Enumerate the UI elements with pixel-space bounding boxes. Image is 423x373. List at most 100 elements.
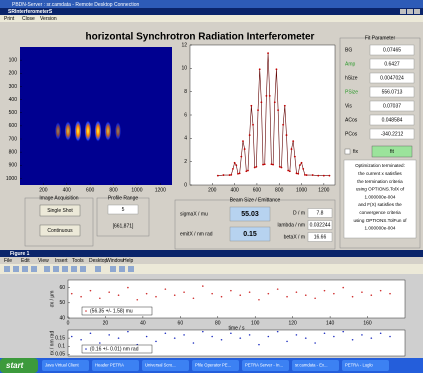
fit-label: PSize	[345, 89, 358, 95]
menu-bar	[0, 15, 423, 22]
profile-point	[232, 168, 234, 170]
button-label: Single Shot	[47, 208, 73, 214]
app-heading: horizontal Synchrotron Radiation Interfe…	[86, 32, 315, 43]
time-point	[202, 331, 204, 333]
time-point	[146, 293, 148, 295]
time-point	[155, 296, 157, 298]
profile-point	[329, 175, 331, 177]
menu-item: Close	[22, 16, 35, 22]
menu-item: Insert	[55, 258, 68, 264]
fit-value: 0.048584	[382, 117, 403, 123]
optics-label: D / m	[293, 210, 305, 216]
x-axis-label: time / s	[228, 325, 245, 331]
profile-point	[297, 173, 299, 175]
time-point	[127, 287, 129, 289]
y-tick-label: 8	[184, 89, 187, 95]
profile-point	[272, 164, 274, 166]
figure-title-bar	[0, 250, 423, 257]
x-tick-label: 140	[326, 320, 335, 326]
y-tick-label: 300	[9, 84, 18, 90]
time-point	[71, 336, 73, 338]
y-tick-label: 60	[59, 285, 65, 291]
time-point	[314, 297, 316, 299]
x-tick-label: 200	[208, 187, 217, 193]
fit-label: Vis	[345, 103, 352, 109]
x-tick-label: 800	[109, 187, 118, 193]
time-point	[211, 293, 213, 295]
profile-point	[294, 156, 296, 158]
profile-point	[242, 140, 244, 142]
time-point	[342, 331, 344, 333]
x-tick-label: 400	[230, 187, 239, 193]
checkbox[interactable]	[345, 149, 350, 154]
profile-point	[257, 109, 259, 111]
profile-point	[304, 174, 306, 176]
profile-point	[291, 148, 293, 150]
y-tick-label: 0.15	[55, 335, 65, 341]
menu-item: Edit	[21, 258, 30, 264]
menu-item: View	[38, 258, 49, 264]
menu-item: Help	[123, 258, 134, 264]
window-button[interactable]	[414, 9, 420, 14]
window-button[interactable]	[400, 9, 406, 14]
profile-point	[302, 168, 304, 170]
profile-point	[287, 170, 289, 172]
profile-point	[269, 95, 271, 97]
message-line: using OPTIONS.TolX of	[356, 187, 405, 192]
profile-point	[249, 134, 251, 136]
panel-title: Image Acquisition	[39, 195, 78, 201]
time-point	[183, 334, 185, 336]
time-point	[193, 297, 195, 299]
profile-point	[260, 101, 262, 103]
range-width: 5	[122, 207, 125, 213]
time-point	[165, 288, 167, 290]
window-button[interactable]	[407, 9, 413, 14]
time-point	[361, 291, 363, 293]
time-point	[136, 299, 138, 301]
profile-point	[252, 124, 254, 126]
time-point	[314, 342, 316, 344]
time-point	[324, 290, 326, 292]
profile-point	[284, 105, 286, 107]
legend-marker	[85, 310, 87, 312]
time-point	[249, 291, 251, 293]
y-tick-label: 12	[181, 42, 187, 48]
message-line: using OPTIONS.TolFun of	[353, 218, 407, 223]
menu-item: Desktop	[89, 258, 108, 264]
optics-value: 0.032244	[310, 222, 331, 228]
y-tick-label: 50	[59, 300, 65, 306]
time-point	[90, 332, 92, 334]
fit-value: 0.07037	[383, 103, 401, 109]
y-tick-label: 0.1	[58, 344, 65, 350]
profile-point	[230, 174, 232, 176]
time-point	[352, 296, 354, 298]
profile-point	[282, 124, 284, 126]
range-text: [661,871]	[113, 223, 134, 229]
y-tick-label: 6	[184, 112, 187, 118]
menu-item: Window	[106, 258, 124, 264]
time-point	[146, 336, 148, 338]
profile-point	[306, 174, 308, 176]
y-axis-label: σx / μm	[49, 291, 55, 308]
profile-point	[254, 167, 256, 169]
profile-point	[266, 95, 268, 97]
fit-value: 0.07465	[383, 47, 401, 53]
time-point	[174, 294, 176, 296]
task-label: PETRA - Luglo	[345, 363, 373, 368]
time-point	[127, 331, 129, 333]
x-tick-label: 160	[363, 320, 372, 326]
x-tick-label: 200	[39, 187, 48, 193]
task-label: Universal Scro...	[145, 363, 176, 368]
y-tick-label: 700	[9, 136, 18, 142]
y-tick-label: 500	[9, 110, 18, 116]
task-label: sr.camdata - Ex...	[295, 363, 328, 368]
time-point	[342, 287, 344, 289]
profile-point	[255, 166, 257, 168]
profile-point	[235, 164, 237, 166]
menu-item: Version	[40, 16, 57, 22]
time-point	[193, 342, 195, 344]
time-point	[239, 337, 241, 339]
y-tick-label: 0.05	[55, 352, 65, 358]
time-point	[211, 336, 213, 338]
profile-point	[296, 172, 298, 174]
